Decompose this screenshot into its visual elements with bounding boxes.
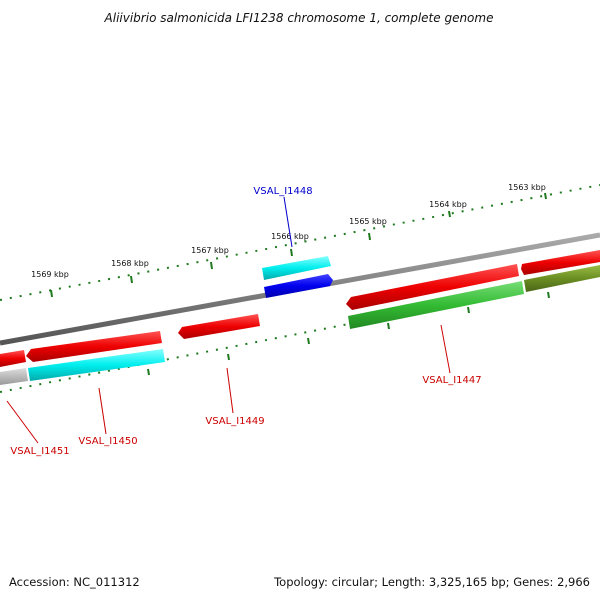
major-tick-1567 [210, 261, 213, 270]
cds-vsal-i1449[interactable] [178, 314, 260, 339]
major-tick-1569 [50, 289, 53, 298]
cds-vsal-i1447[interactable] [346, 264, 519, 310]
tick-label-1565: 1565 kbp [349, 217, 387, 226]
major-tick-1566 [290, 248, 293, 257]
cds-right-olive[interactable] [524, 265, 600, 292]
gene-label-vsal-i1451[interactable]: VSAL_I1451 [10, 446, 69, 457]
inner-tick-track [0, 274, 600, 393]
map-title: Aliivibrio salmonicida LFI1238 chromosom… [104, 11, 494, 25]
leader-vsal-i1450 [98, 387, 107, 435]
gene-label-vsal-i1449[interactable]: VSAL_I1449 [205, 416, 264, 427]
tick-label-1563: 1563 kbp [508, 183, 546, 192]
tick-label-1564: 1564 kbp [429, 200, 467, 209]
gene-label-vsal-i1450[interactable]: VSAL_I1450 [78, 436, 137, 447]
cds-right-red-top[interactable] [521, 250, 600, 275]
leader-vsal-i1451 [6, 400, 39, 444]
leader-vsal-i1448 [283, 196, 293, 248]
cds-vsal-i1448-cyan[interactable] [262, 256, 331, 280]
tick-label-1568: 1568 kbp [111, 259, 149, 268]
major-tick-1565 [368, 232, 371, 241]
major-tick-1564 [448, 210, 451, 218]
cds-vsal-i1450-cyan[interactable] [28, 349, 165, 381]
major-tick-1563 [544, 192, 547, 200]
cds-vsal-i1450[interactable] [26, 331, 162, 362]
cds-left-gray[interactable] [0, 368, 28, 385]
topology-text: Topology: circular; Length: 3,325,165 bp… [273, 575, 590, 589]
major-tick-1568 [130, 275, 133, 284]
tick-label-1567: 1567 kbp [191, 246, 229, 255]
outer-tick-track [0, 184, 600, 301]
leader-vsal-i1449 [226, 367, 234, 414]
gene-label-vsal-i1448[interactable]: VSAL_I1448 [253, 186, 312, 197]
cds-vsal-i1448[interactable] [264, 274, 333, 298]
cds-vsal-i1447-green[interactable] [348, 281, 524, 329]
tick-label-1569: 1569 kbp [31, 270, 69, 279]
gene-label-vsal-i1447[interactable]: VSAL_I1447 [422, 375, 481, 386]
accession-text: Accession: NC_011312 [9, 575, 140, 589]
cds-vsal-i1451[interactable] [0, 350, 26, 367]
leader-vsal-i1447 [440, 324, 451, 374]
